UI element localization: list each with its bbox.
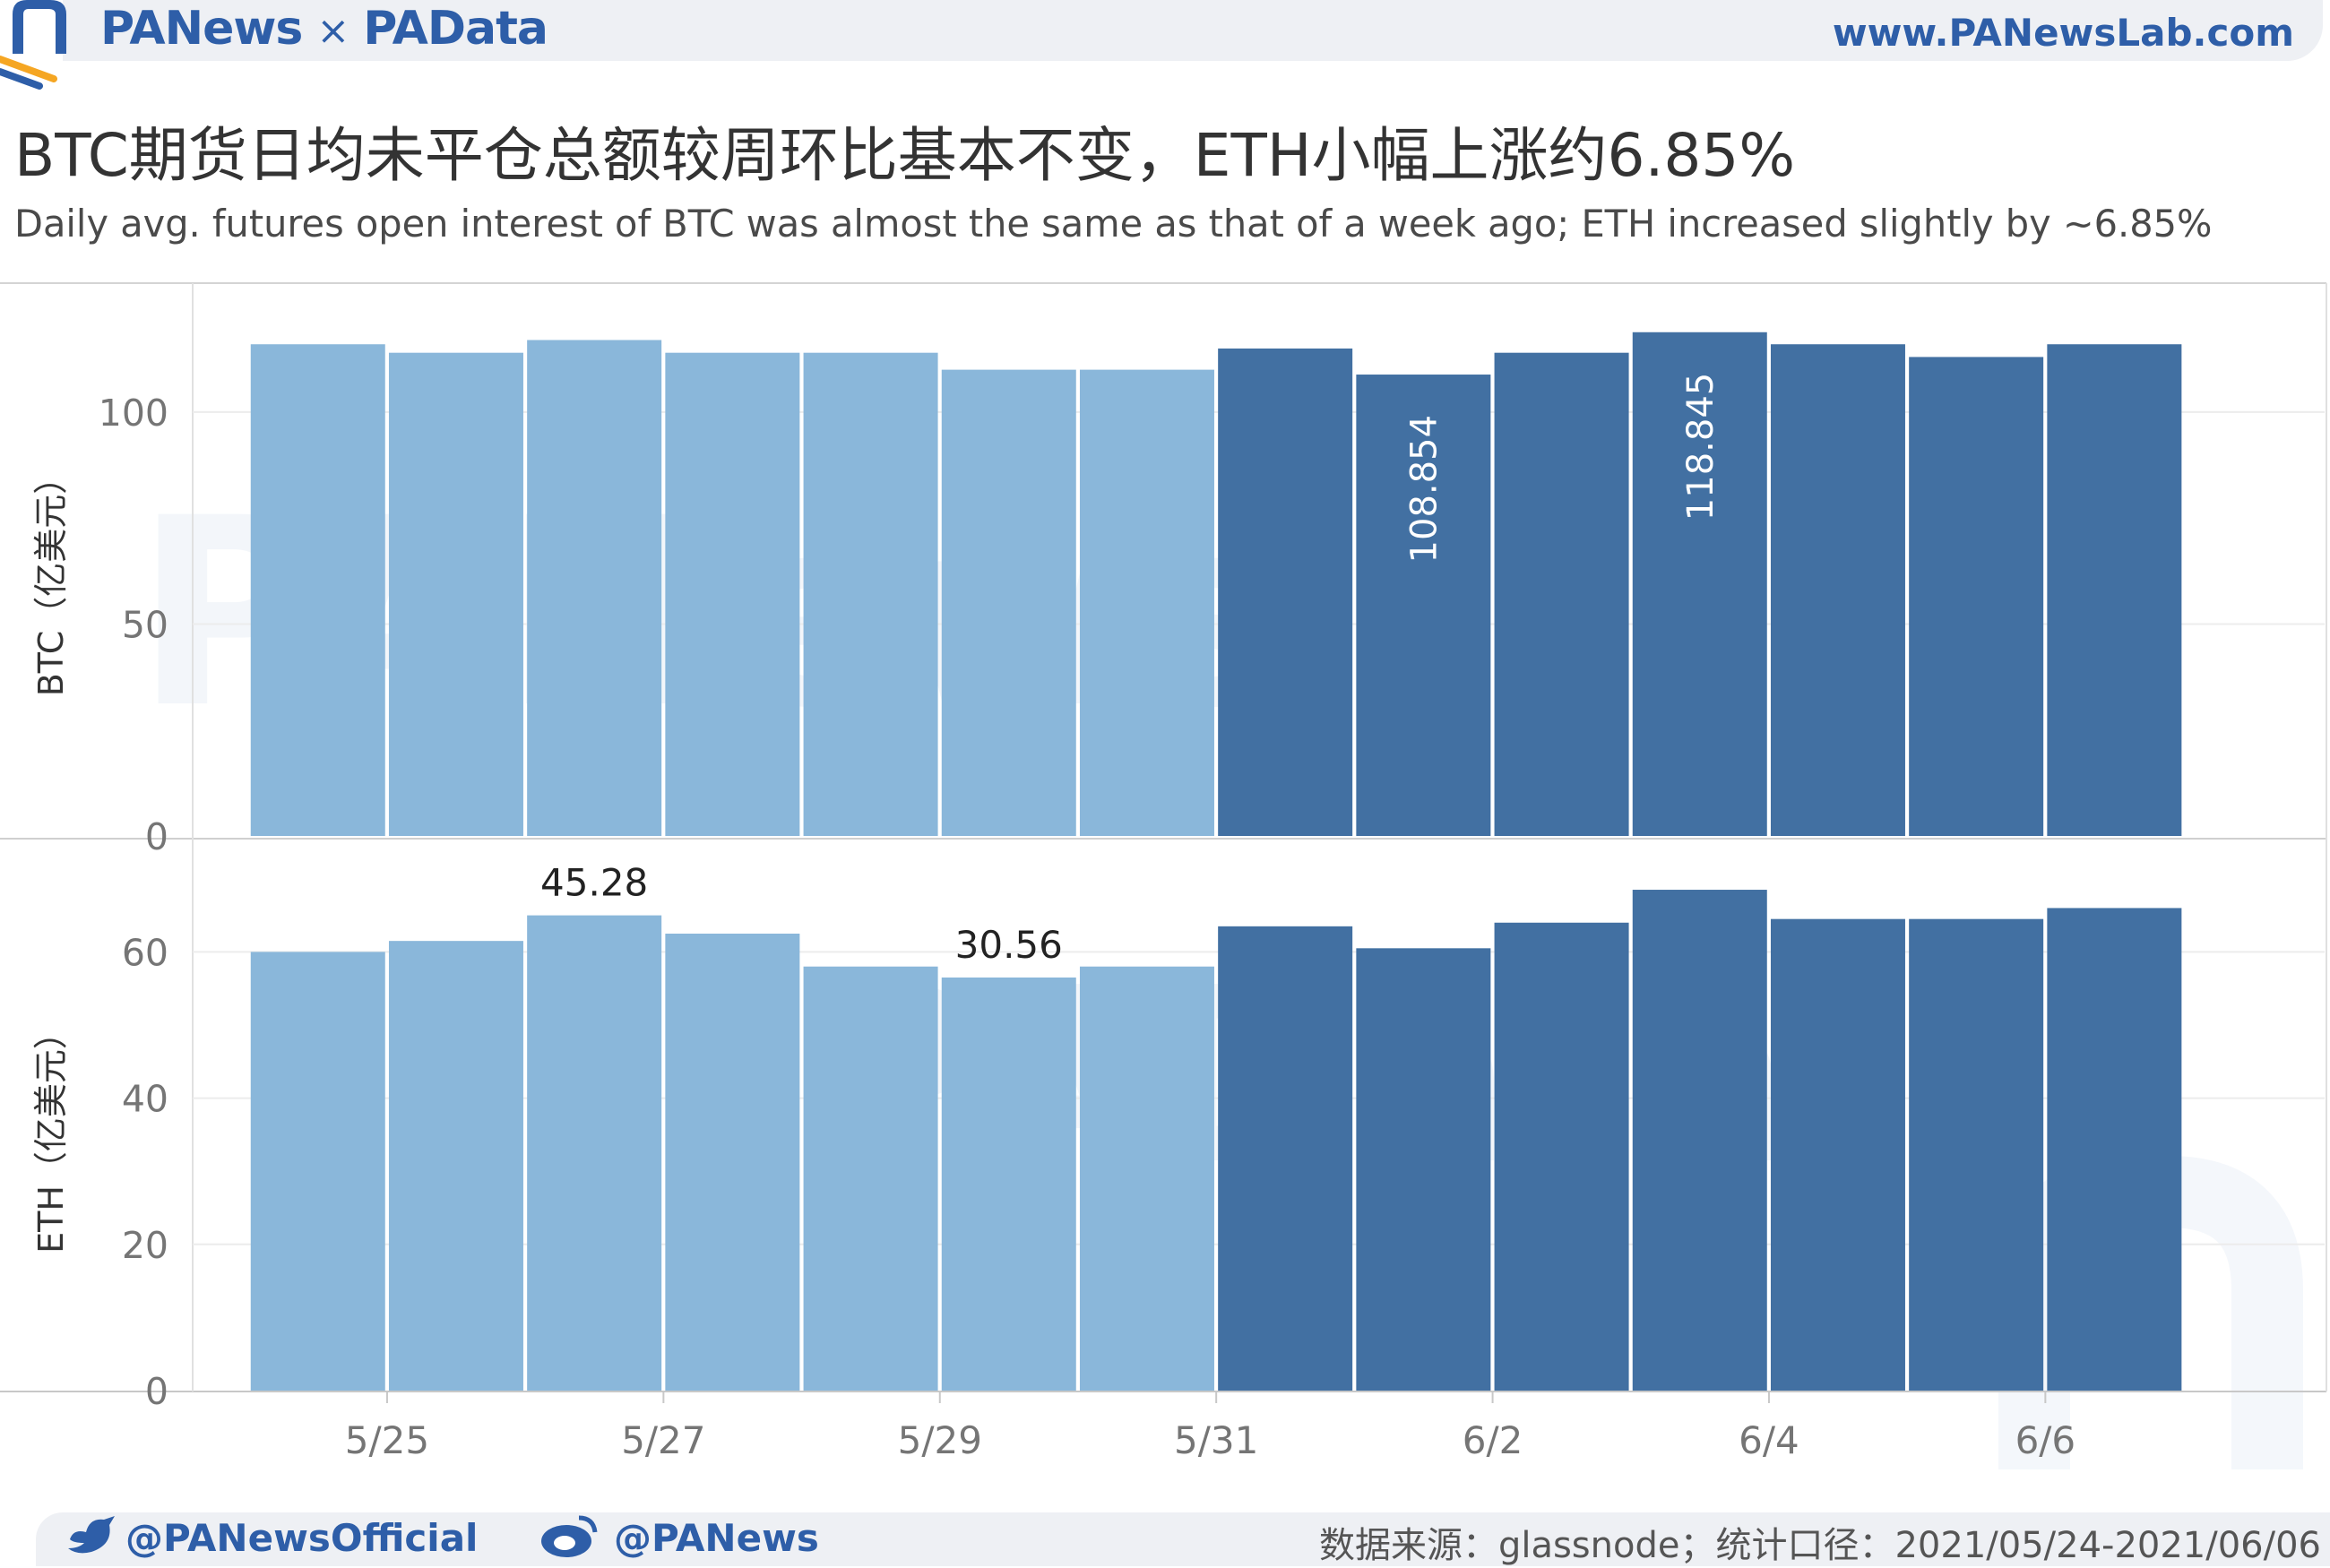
bar-5/30 xyxy=(1079,369,1214,837)
bar-6/4 xyxy=(1770,918,1905,1391)
header-bar: PANews × PAData www.PANewsLab.com xyxy=(0,0,2330,90)
data-label: 118.845 xyxy=(1680,373,1722,521)
brand-padata: PAData xyxy=(363,2,548,56)
site-url-link[interactable]: www.PANewsLab.com xyxy=(1832,11,2294,55)
data-label: 45.28 xyxy=(540,861,648,905)
y-tick-label: 60 xyxy=(122,931,168,974)
bar-6/6 xyxy=(2047,344,2182,836)
x-tick-label: 6/6 xyxy=(2015,1418,2076,1462)
data-source-note: 数据来源：glassnode；统计口径：2021/05/24-2021/06/0… xyxy=(1318,1525,2321,1566)
bar-6/6 xyxy=(2047,908,2182,1391)
bar-5/26 xyxy=(527,340,662,836)
brand-panews: PANews xyxy=(100,2,303,56)
bar-6/2 xyxy=(1494,922,1629,1391)
panews-logo-icon xyxy=(0,0,66,90)
twitter-bird-icon xyxy=(68,1516,115,1554)
bar-5/24 xyxy=(250,952,385,1391)
bar-5/28 xyxy=(803,966,938,1391)
bar-5/26 xyxy=(527,915,662,1391)
bar-5/31 xyxy=(1218,926,1353,1391)
bar-5/28 xyxy=(803,352,938,836)
bar-5/30 xyxy=(1079,966,1214,1391)
y-tick-label: 0 xyxy=(145,1370,168,1413)
x-tick-label: 6/4 xyxy=(1739,1418,1799,1462)
x-tick-label: 5/27 xyxy=(621,1418,705,1462)
data-label: 108.854 xyxy=(1403,415,1445,563)
y-tick-label: 20 xyxy=(122,1224,168,1267)
bar-5/27 xyxy=(665,352,800,836)
panel-btc: 0 50 100 BTC（亿美元） 108.854 118.845 xyxy=(31,332,2325,858)
panel-eth: 0 20 40 60 ETH（亿美元） 45.28 30.56 xyxy=(31,861,2325,1413)
y-axis-title: ETH（亿美元） xyxy=(31,1015,71,1254)
bar-5/24 xyxy=(250,344,385,836)
bar-5/25 xyxy=(388,941,523,1391)
bar-6/5 xyxy=(1909,918,2044,1391)
y-axis-title: BTC（亿美元） xyxy=(31,461,71,697)
weibo-handle[interactable]: @PANews xyxy=(614,1516,819,1560)
y-tick-label: 0 xyxy=(145,815,168,858)
bar-5/31 xyxy=(1218,348,1353,836)
y-tick-label: 100 xyxy=(99,392,168,435)
twitter-handle[interactable]: @PANewsOfficial xyxy=(125,1516,479,1560)
y-tick-label: 50 xyxy=(122,603,168,646)
bar-6/4 xyxy=(1770,344,1905,836)
bar-6/3 xyxy=(1632,332,1767,836)
brand-title: PANews × PAData xyxy=(100,2,548,56)
chart-title: BTC期货日均未平仓总额较周环比基本不变，ETH小幅上涨约6.85% xyxy=(14,121,1796,190)
bar-5/29 xyxy=(941,369,1076,837)
bar-6/1 xyxy=(1356,375,1491,836)
bar-5/25 xyxy=(388,352,523,836)
x-tick-label: 5/25 xyxy=(345,1418,429,1462)
bar-6/2 xyxy=(1494,352,1629,836)
weibo-icon xyxy=(541,1515,598,1557)
bar-5/29 xyxy=(941,977,1076,1391)
bar-6/3 xyxy=(1632,890,1767,1391)
x-tick-label: 5/31 xyxy=(1174,1418,1258,1462)
brand-separator: × xyxy=(316,8,350,54)
bar-6/5 xyxy=(1909,357,2044,836)
x-tick-label: 6/2 xyxy=(1463,1418,1523,1462)
x-tick-label: 5/29 xyxy=(898,1418,982,1462)
bar-6/1 xyxy=(1356,948,1491,1391)
header-background xyxy=(63,0,2323,61)
y-tick-label: 40 xyxy=(122,1078,168,1121)
data-label: 30.56 xyxy=(955,923,1063,967)
bar-5/27 xyxy=(665,934,800,1391)
chart-subtitle: Daily avg. futures open interest of BTC … xyxy=(14,202,2213,246)
